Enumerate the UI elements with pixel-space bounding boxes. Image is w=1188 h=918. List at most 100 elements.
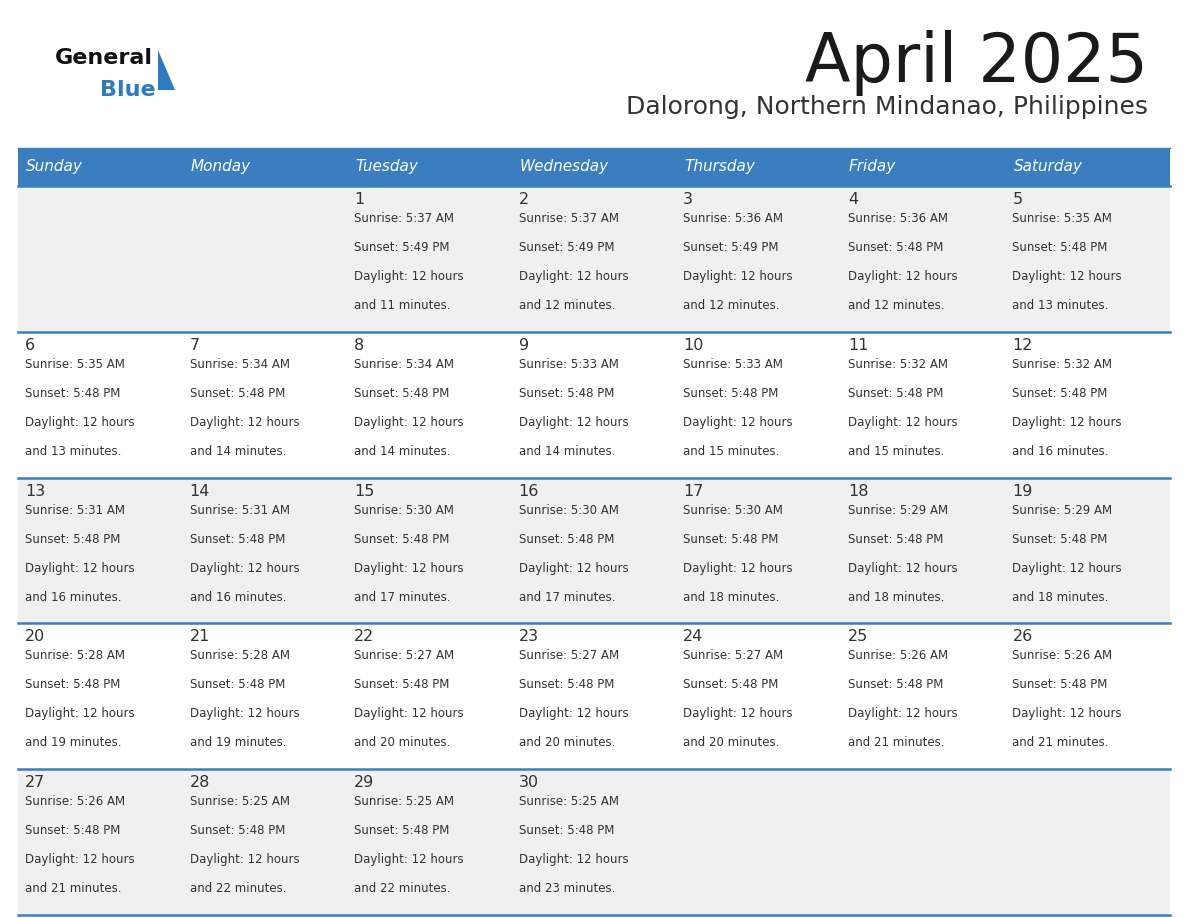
Text: 22: 22: [354, 630, 374, 644]
Text: and 16 minutes.: and 16 minutes.: [1012, 445, 1108, 458]
Text: Sunset: 5:48 PM: Sunset: 5:48 PM: [848, 678, 943, 691]
Text: Daylight: 12 hours: Daylight: 12 hours: [354, 416, 463, 429]
Text: 11: 11: [848, 338, 868, 353]
Text: Sunset: 5:48 PM: Sunset: 5:48 PM: [190, 824, 285, 837]
Text: 9: 9: [519, 338, 529, 353]
Text: and 19 minutes.: and 19 minutes.: [25, 736, 121, 749]
Text: Sunrise: 5:30 AM: Sunrise: 5:30 AM: [683, 504, 783, 517]
Text: and 15 minutes.: and 15 minutes.: [848, 445, 944, 458]
Text: Sunrise: 5:34 AM: Sunrise: 5:34 AM: [190, 358, 290, 371]
Text: Daylight: 12 hours: Daylight: 12 hours: [190, 562, 299, 575]
Text: Sunday: Sunday: [26, 160, 83, 174]
Text: and 20 minutes.: and 20 minutes.: [683, 736, 779, 749]
Text: Daylight: 12 hours: Daylight: 12 hours: [25, 853, 134, 867]
Text: Sunrise: 5:31 AM: Sunrise: 5:31 AM: [190, 504, 290, 517]
Text: Sunset: 5:48 PM: Sunset: 5:48 PM: [25, 532, 120, 545]
Bar: [18, 148, 183, 186]
Text: and 22 minutes.: and 22 minutes.: [354, 882, 450, 895]
Text: Sunset: 5:48 PM: Sunset: 5:48 PM: [190, 532, 285, 545]
Text: Sunrise: 5:25 AM: Sunrise: 5:25 AM: [354, 795, 454, 808]
Text: Sunrise: 5:36 AM: Sunrise: 5:36 AM: [683, 212, 783, 225]
Text: Sunset: 5:48 PM: Sunset: 5:48 PM: [519, 824, 614, 837]
Text: Daylight: 12 hours: Daylight: 12 hours: [1012, 708, 1121, 721]
Text: and 20 minutes.: and 20 minutes.: [354, 736, 450, 749]
Text: Sunrise: 5:31 AM: Sunrise: 5:31 AM: [25, 504, 125, 517]
Text: Saturday: Saturday: [1013, 160, 1082, 174]
Text: Sunset: 5:48 PM: Sunset: 5:48 PM: [25, 386, 120, 400]
Text: Daylight: 12 hours: Daylight: 12 hours: [848, 562, 958, 575]
Text: and 14 minutes.: and 14 minutes.: [190, 445, 286, 458]
Text: Daylight: 12 hours: Daylight: 12 hours: [190, 416, 299, 429]
Bar: [512, 148, 676, 186]
Text: Daylight: 12 hours: Daylight: 12 hours: [354, 708, 463, 721]
Text: Daylight: 12 hours: Daylight: 12 hours: [25, 708, 134, 721]
Text: Daylight: 12 hours: Daylight: 12 hours: [354, 562, 463, 575]
Text: and 14 minutes.: and 14 minutes.: [519, 445, 615, 458]
Text: Sunset: 5:48 PM: Sunset: 5:48 PM: [1012, 386, 1107, 400]
Text: Sunset: 5:48 PM: Sunset: 5:48 PM: [683, 678, 778, 691]
Text: 21: 21: [190, 630, 210, 644]
Text: Sunrise: 5:36 AM: Sunrise: 5:36 AM: [848, 212, 948, 225]
Text: Dalorong, Northern Mindanao, Philippines: Dalorong, Northern Mindanao, Philippines: [626, 95, 1148, 119]
Text: Daylight: 12 hours: Daylight: 12 hours: [190, 853, 299, 867]
Text: Sunrise: 5:33 AM: Sunrise: 5:33 AM: [683, 358, 783, 371]
Text: 5: 5: [1012, 192, 1023, 207]
Text: and 19 minutes.: and 19 minutes.: [190, 736, 286, 749]
Text: Daylight: 12 hours: Daylight: 12 hours: [519, 853, 628, 867]
Text: 19: 19: [1012, 484, 1032, 498]
Text: Daylight: 12 hours: Daylight: 12 hours: [1012, 416, 1121, 429]
Text: and 13 minutes.: and 13 minutes.: [25, 445, 121, 458]
Text: Daylight: 12 hours: Daylight: 12 hours: [1012, 270, 1121, 283]
Text: and 16 minutes.: and 16 minutes.: [190, 590, 286, 604]
Text: Sunrise: 5:32 AM: Sunrise: 5:32 AM: [1012, 358, 1112, 371]
Text: and 21 minutes.: and 21 minutes.: [1012, 736, 1108, 749]
Text: Tuesday: Tuesday: [355, 160, 418, 174]
Text: 18: 18: [848, 484, 868, 498]
Text: 26: 26: [1012, 630, 1032, 644]
Text: Sunset: 5:48 PM: Sunset: 5:48 PM: [683, 386, 778, 400]
Text: and 12 minutes.: and 12 minutes.: [519, 299, 615, 312]
Text: Sunset: 5:49 PM: Sunset: 5:49 PM: [519, 241, 614, 254]
Text: and 23 minutes.: and 23 minutes.: [519, 882, 615, 895]
Text: and 12 minutes.: and 12 minutes.: [683, 299, 779, 312]
Text: General: General: [55, 48, 153, 68]
Text: Sunset: 5:48 PM: Sunset: 5:48 PM: [1012, 241, 1107, 254]
Text: Sunset: 5:48 PM: Sunset: 5:48 PM: [354, 386, 449, 400]
Text: 25: 25: [848, 630, 868, 644]
Text: Sunrise: 5:27 AM: Sunrise: 5:27 AM: [354, 649, 454, 663]
Text: 1: 1: [354, 192, 365, 207]
Text: Sunset: 5:48 PM: Sunset: 5:48 PM: [354, 678, 449, 691]
Text: April 2025: April 2025: [805, 30, 1148, 96]
Text: Sunrise: 5:30 AM: Sunrise: 5:30 AM: [354, 504, 454, 517]
Text: and 12 minutes.: and 12 minutes.: [848, 299, 944, 312]
Text: 12: 12: [1012, 338, 1032, 353]
Text: Sunrise: 5:28 AM: Sunrise: 5:28 AM: [25, 649, 125, 663]
Text: Daylight: 12 hours: Daylight: 12 hours: [683, 416, 792, 429]
Text: 16: 16: [519, 484, 539, 498]
Text: 23: 23: [519, 630, 539, 644]
Text: Sunrise: 5:34 AM: Sunrise: 5:34 AM: [354, 358, 454, 371]
Text: Daylight: 12 hours: Daylight: 12 hours: [683, 708, 792, 721]
Text: Sunset: 5:48 PM: Sunset: 5:48 PM: [190, 386, 285, 400]
Text: 6: 6: [25, 338, 36, 353]
Text: Sunrise: 5:25 AM: Sunrise: 5:25 AM: [519, 795, 619, 808]
Text: Sunset: 5:48 PM: Sunset: 5:48 PM: [354, 532, 449, 545]
Text: Blue: Blue: [100, 80, 156, 100]
Text: Sunrise: 5:26 AM: Sunrise: 5:26 AM: [25, 795, 125, 808]
Text: and 22 minutes.: and 22 minutes.: [190, 882, 286, 895]
Text: and 11 minutes.: and 11 minutes.: [354, 299, 450, 312]
Bar: [347, 148, 512, 186]
Text: 29: 29: [354, 775, 374, 790]
Text: Sunset: 5:48 PM: Sunset: 5:48 PM: [354, 824, 449, 837]
Text: Sunrise: 5:35 AM: Sunrise: 5:35 AM: [25, 358, 125, 371]
Text: and 18 minutes.: and 18 minutes.: [848, 590, 944, 604]
Text: Sunrise: 5:35 AM: Sunrise: 5:35 AM: [1012, 212, 1112, 225]
Bar: [18, 331, 1170, 477]
Text: 17: 17: [683, 484, 703, 498]
Text: and 15 minutes.: and 15 minutes.: [683, 445, 779, 458]
Text: 20: 20: [25, 630, 45, 644]
Bar: [1005, 148, 1170, 186]
Text: Sunset: 5:48 PM: Sunset: 5:48 PM: [848, 386, 943, 400]
Text: and 21 minutes.: and 21 minutes.: [25, 882, 121, 895]
Text: Sunrise: 5:29 AM: Sunrise: 5:29 AM: [848, 504, 948, 517]
